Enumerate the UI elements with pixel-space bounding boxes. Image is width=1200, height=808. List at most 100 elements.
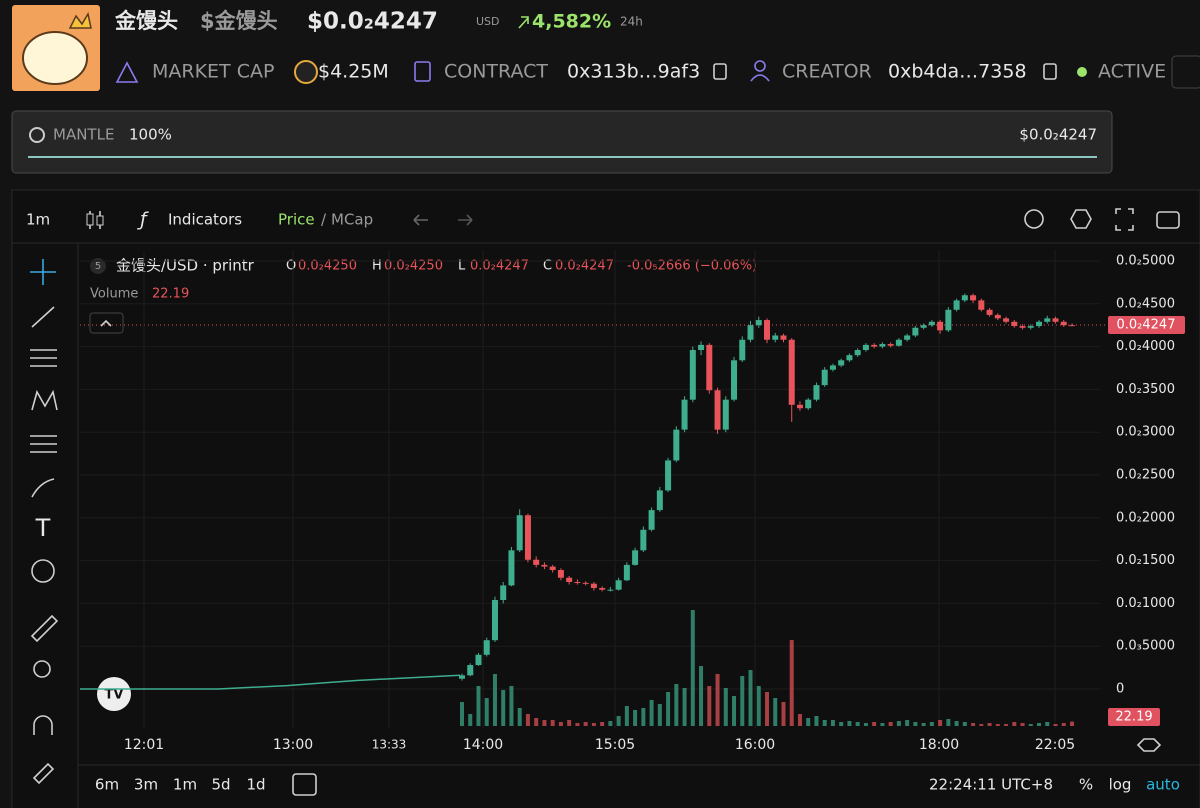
candle-body — [549, 566, 556, 571]
screenshot-button[interactable] — [1156, 211, 1180, 229]
candle-body — [582, 582, 589, 584]
y-tick-label: 0.0₂2500 — [1116, 468, 1175, 483]
candle-body — [821, 369, 828, 386]
candle-body — [459, 675, 465, 679]
volume-bar — [781, 702, 786, 726]
collapse-legend-button[interactable] — [89, 312, 124, 334]
more-button[interactable] — [1171, 55, 1200, 89]
interval-button[interactable]: 1m — [26, 211, 50, 229]
magnet-tool[interactable] — [33, 715, 53, 735]
change-period: 24h — [620, 15, 643, 29]
volume-bar — [847, 721, 852, 726]
volume-bar — [954, 721, 959, 726]
price-toggle[interactable]: Price — [278, 211, 315, 229]
creator-icon — [754, 60, 766, 72]
x-tick-label: 22:05 — [1035, 737, 1075, 753]
contract-icon — [414, 61, 431, 82]
x-tick-label: 16:00 — [735, 737, 775, 753]
volume-bar — [979, 724, 984, 726]
volume-bar — [913, 722, 918, 726]
volume-bar — [715, 674, 720, 726]
candle-body — [862, 344, 869, 351]
axis-settings-button[interactable] — [1136, 738, 1162, 752]
creator-address: 0xb4da…7358 — [888, 61, 1027, 83]
copy-contract-button[interactable] — [713, 63, 727, 80]
trendline-tool[interactable] — [31, 306, 55, 328]
volume-bar — [789, 640, 794, 726]
candle-body — [895, 339, 902, 346]
settings-button[interactable] — [1070, 209, 1092, 229]
logo-mark: TV — [105, 688, 124, 703]
legend-close-label: C — [543, 259, 552, 274]
volume-bar — [946, 719, 951, 726]
candle-body — [607, 589, 614, 591]
volume-bar — [468, 714, 473, 726]
percent-toggle[interactable]: % — [1079, 776, 1093, 794]
market-cap-icon — [115, 61, 139, 83]
volume-bar — [641, 708, 646, 726]
volume-bar — [534, 718, 539, 726]
tradingview-logo[interactable] — [97, 677, 131, 711]
fullscreen-button[interactable] — [1115, 208, 1134, 231]
range-button[interactable]: 3m — [134, 776, 158, 794]
y-tick-label: 0.0₃5000 — [1116, 639, 1175, 654]
candle-body — [590, 583, 597, 588]
last-volume-label: 22.19 — [1115, 710, 1152, 725]
range-button[interactable]: 6m — [95, 776, 119, 794]
brush-tool[interactable] — [31, 478, 55, 498]
indicators-button[interactable]: Indicators — [168, 211, 242, 229]
candle-body — [731, 360, 738, 400]
log-toggle[interactable]: log — [1109, 776, 1132, 794]
volume-bar — [756, 686, 761, 726]
candle-body — [747, 325, 754, 340]
candle-body — [945, 309, 952, 331]
volume-bar — [666, 692, 671, 726]
x-tick-label: 13:33 — [372, 738, 407, 752]
contract-label: CONTRACT — [444, 61, 548, 83]
volume-bar — [987, 723, 992, 726]
volume-bar — [591, 723, 596, 726]
projection-tool[interactable] — [30, 435, 57, 453]
y-tick-label: 0.0₂1000 — [1116, 596, 1175, 611]
volume-bar — [888, 722, 893, 726]
creator-icon-body — [750, 74, 770, 82]
redo-button[interactable] — [458, 214, 473, 226]
fx-icon: ƒ — [137, 209, 149, 231]
emoji-tool[interactable] — [31, 559, 55, 583]
x-tick-label: 13:00 — [273, 737, 313, 753]
mcap-toggle[interactable]: MCap — [331, 211, 373, 229]
last-price-tag — [1108, 316, 1185, 334]
ruler-tool[interactable] — [30, 614, 59, 643]
range-button[interactable]: 1m — [173, 776, 197, 794]
chain-name: MANTLE — [53, 126, 114, 144]
volume-bar — [616, 716, 621, 726]
volume-bar — [1045, 722, 1050, 726]
date-range-button[interactable] — [292, 773, 317, 796]
candle-body — [1003, 318, 1010, 322]
fib-tool[interactable] — [30, 349, 57, 367]
range-button[interactable]: 1d — [246, 776, 265, 794]
text-tool[interactable]: T — [35, 514, 51, 542]
token-name: 金馒头 — [114, 9, 178, 33]
undo-button[interactable] — [413, 214, 428, 226]
candle-body — [722, 399, 729, 430]
volume-bar — [699, 666, 704, 726]
volume-bar — [765, 692, 769, 726]
auto-toggle[interactable]: auto — [1146, 776, 1180, 794]
pattern-tool[interactable] — [31, 389, 58, 411]
chart-panel — [11, 189, 1200, 808]
zoom-tool[interactable] — [33, 660, 51, 678]
volume-bar — [509, 686, 514, 726]
lock-tool[interactable] — [32, 762, 55, 785]
crosshair-tool[interactable] — [30, 259, 56, 285]
candle-body — [764, 320, 770, 340]
legend-badge-bg — [90, 258, 106, 274]
copy-creator-button[interactable] — [1043, 63, 1057, 80]
y-tick-label: 0.0₂3000 — [1116, 425, 1175, 440]
candle-body — [1044, 318, 1051, 322]
volume-value: 22.19 — [152, 287, 189, 302]
range-button[interactable]: 5d — [211, 776, 230, 794]
alert-button[interactable] — [1024, 209, 1044, 229]
volume-bar — [863, 723, 868, 726]
